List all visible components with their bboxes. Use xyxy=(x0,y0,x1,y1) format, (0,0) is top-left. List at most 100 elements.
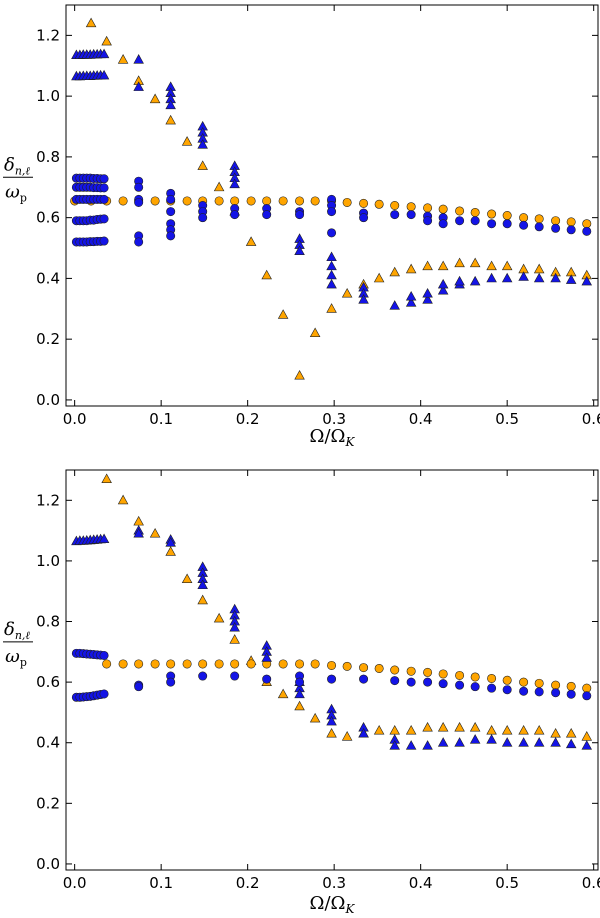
blue-triangle-point xyxy=(518,271,529,281)
blue-circle-point xyxy=(502,685,512,695)
blue-triangle-point xyxy=(565,274,577,284)
blue-circle-point xyxy=(470,216,480,226)
y-tick-label: 1.0 xyxy=(36,552,60,570)
orange-circle-point xyxy=(214,196,224,206)
blue-triangle-point xyxy=(133,81,144,91)
x-tick-label: 0.0 xyxy=(63,410,87,428)
blue-circle-point xyxy=(359,674,369,684)
blue-triangle-point xyxy=(454,275,465,286)
orange-circle-point xyxy=(487,673,497,683)
orange-triangle-point xyxy=(550,728,561,738)
orange-triangle-point xyxy=(197,160,208,170)
orange-triangle-point xyxy=(133,515,144,526)
orange-circle-point xyxy=(519,677,529,687)
orange-triangle-point xyxy=(565,728,577,738)
data-layer xyxy=(71,473,593,750)
orange-triangle-point xyxy=(469,257,481,268)
orange-circle-point xyxy=(166,659,176,669)
blue-triangle-point xyxy=(165,537,176,547)
orange-circle-point xyxy=(551,680,561,690)
orange-circle-point xyxy=(423,203,433,213)
y-tick-label: 0.2 xyxy=(36,794,60,812)
blue-circle-point xyxy=(134,237,144,247)
orange-triangle-point xyxy=(165,546,176,556)
orange-triangle-point xyxy=(261,269,272,280)
blue-triangle-point xyxy=(389,740,400,750)
blue-circle-point xyxy=(327,674,337,684)
blue-triangle-point xyxy=(98,48,110,59)
orange-triangle-point xyxy=(422,721,433,732)
x-tick-label: 0.5 xyxy=(495,410,519,428)
blue-circle-point xyxy=(566,689,576,699)
blue-circle-point xyxy=(166,207,176,217)
orange-circle-point xyxy=(198,659,208,669)
blue-triangle-point xyxy=(261,652,272,662)
blue-circle-point xyxy=(99,174,109,184)
orange-circle-point xyxy=(359,198,369,208)
blue-circle-point xyxy=(534,222,544,232)
blue-triangle-point xyxy=(197,139,208,149)
orange-circle-point xyxy=(423,667,433,677)
blue-triangles-series xyxy=(71,48,593,310)
blue-triangle-point xyxy=(469,275,481,286)
y-tick-label: 0.4 xyxy=(36,269,60,287)
blue-triangle-point xyxy=(405,291,417,301)
y-tick-label: 0.6 xyxy=(36,209,60,227)
orange-triangle-point xyxy=(181,573,193,583)
orange-triangle-point xyxy=(117,494,129,505)
plot-frame xyxy=(65,469,599,871)
blue-triangle-point xyxy=(98,533,110,543)
blue-triangle-point xyxy=(133,54,144,64)
blue-triangle-point xyxy=(294,245,305,255)
blue-circle-point xyxy=(438,679,448,689)
y-label-numerator: δn,ℓ xyxy=(4,619,30,642)
orange-triangle-point xyxy=(181,136,193,146)
orange-circle-point xyxy=(295,659,305,669)
blue-circle-point xyxy=(582,691,592,701)
blue-triangle-point xyxy=(229,621,240,632)
y-tick-label: 1.2 xyxy=(36,26,60,44)
blue-circle-point xyxy=(406,210,416,220)
orange-triangle-point xyxy=(149,528,161,538)
blue-triangle-point xyxy=(405,740,417,750)
orange-triangle-point xyxy=(373,272,385,283)
orange-triangle-point xyxy=(309,712,321,723)
y-tick-label: 0.0 xyxy=(36,855,60,873)
orange-triangle-point xyxy=(326,303,337,313)
orange-circle-point xyxy=(310,196,320,206)
blue-triangle-point xyxy=(405,297,417,307)
orange-circle-point xyxy=(390,665,400,675)
orange-triangle-point xyxy=(533,724,545,735)
y-tick-label: 0.2 xyxy=(36,330,60,348)
blue-circle-point xyxy=(566,225,576,235)
orange-circle-point xyxy=(566,681,576,691)
orange-circle-point xyxy=(406,666,416,676)
blue-triangle-point xyxy=(437,284,449,295)
blue-triangle-point xyxy=(358,728,369,738)
x-tick-label: 0.3 xyxy=(322,410,346,428)
blue-circle-point xyxy=(99,183,109,193)
orange-triangle-point xyxy=(501,260,513,271)
blue-triangle-point xyxy=(454,737,465,747)
blue-triangle-point xyxy=(518,737,529,747)
blue-circle-point xyxy=(295,677,305,687)
blue-circle-point xyxy=(390,676,400,686)
orange-circle-point xyxy=(566,217,576,227)
blue-triangles-series xyxy=(71,524,593,750)
orange-circle-point xyxy=(246,659,256,669)
blue-circle-point xyxy=(406,677,416,687)
orange-triangles-series xyxy=(101,473,593,741)
orange-circle-point xyxy=(582,219,592,229)
blue-circle-point xyxy=(359,213,369,223)
orange-circle-point xyxy=(342,661,352,671)
orange-triangle-point xyxy=(101,473,112,483)
orange-triangle-point xyxy=(422,260,433,271)
x-tick-label: 0.5 xyxy=(495,874,519,892)
y-label-numerator: δn,ℓ xyxy=(4,154,30,177)
blue-triangle-point xyxy=(326,251,337,262)
orange-triangle-point xyxy=(341,731,353,741)
orange-circle-point xyxy=(406,202,416,212)
blue-circle-point xyxy=(99,650,109,660)
blue-circle-point xyxy=(487,683,497,693)
blue-circles-series xyxy=(71,173,592,247)
